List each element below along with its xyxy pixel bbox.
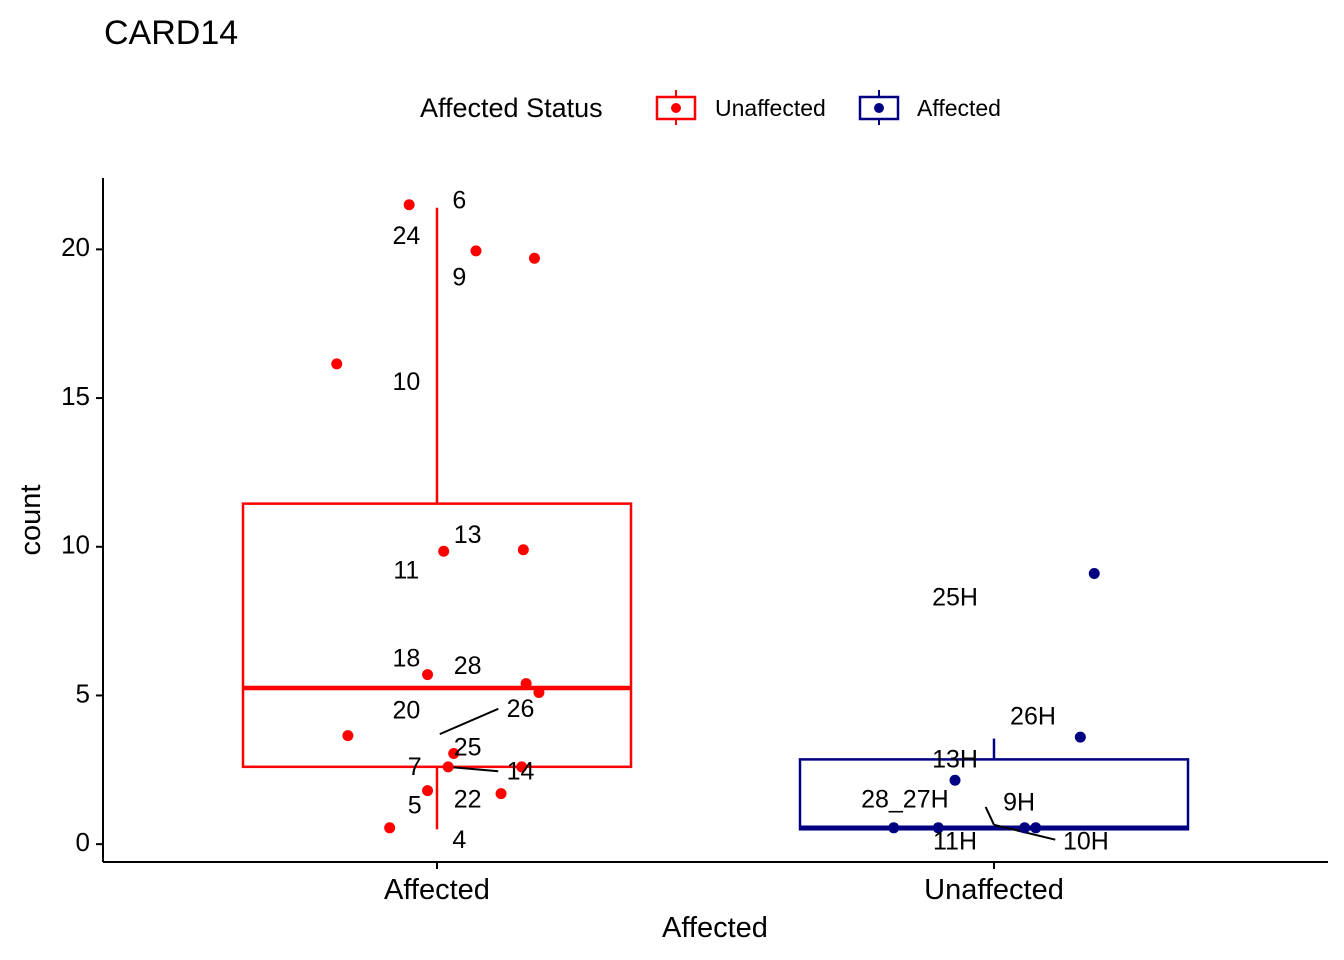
- point-label: 25: [454, 734, 482, 762]
- point-label: 18: [392, 644, 420, 672]
- y-tick-label: 5: [76, 678, 90, 708]
- data-point: [1030, 822, 1042, 834]
- point-label: 26: [507, 695, 535, 723]
- point-label: 11H: [933, 827, 977, 855]
- y-tick-label: 10: [61, 530, 90, 560]
- data-point: [384, 822, 396, 834]
- y-tick-label: 20: [61, 232, 90, 262]
- data-point: [533, 686, 545, 698]
- y-axis-title: count: [15, 485, 47, 556]
- box-iqr: [241, 502, 633, 769]
- legend-key-point: [874, 103, 884, 113]
- data-point: [470, 245, 482, 257]
- legend-key-unaffected: [655, 90, 697, 125]
- data-point: [495, 788, 507, 800]
- data-point: [932, 822, 944, 834]
- label-leader-line: [448, 765, 499, 773]
- point-label: 10H: [1063, 827, 1109, 855]
- y-axis-ticks: 0 5 10 15 20: [61, 232, 103, 857]
- point-label: 13H: [932, 745, 978, 773]
- x-axis-title: Affected: [662, 912, 768, 944]
- data-point: [422, 785, 434, 797]
- point-label: 13: [454, 521, 482, 549]
- data-point: [422, 669, 434, 681]
- point-label: 14: [507, 757, 535, 785]
- label-leader-line: [984, 806, 995, 826]
- data-point: [528, 252, 540, 264]
- box-unaffected: [798, 738, 1190, 831]
- point-label: 28_27H: [861, 786, 949, 814]
- data-point: [1074, 731, 1086, 743]
- point-label: 9: [452, 264, 466, 292]
- data-point: [517, 544, 529, 556]
- point-label: 10: [392, 368, 420, 396]
- data-point: [1019, 822, 1031, 834]
- point-label: 7: [408, 753, 422, 781]
- point-label: 4: [452, 826, 466, 854]
- y-tick-label: 0: [76, 827, 90, 857]
- legend-key-affected: [858, 90, 900, 125]
- point-label: 25H: [932, 583, 978, 611]
- legend: Affected Status Unaffected Affected: [420, 90, 1001, 125]
- data-point: [888, 822, 900, 834]
- data-point: [1088, 568, 1100, 580]
- legend-label-affected: Affected: [917, 95, 1001, 121]
- point-label: 9H: [1003, 789, 1035, 817]
- point-label: 5: [408, 792, 422, 820]
- legend-title: Affected Status: [420, 93, 603, 123]
- legend-key-point: [671, 103, 681, 113]
- plot-area: 6 24 9 10 13 11 18 28 20 26 25 7 14 5 22 4 25H 26H 13H 28_2…: [241, 186, 1190, 855]
- box-iqr: [798, 758, 1190, 831]
- chart-title: CARD14: [104, 14, 238, 52]
- point-label: 22: [454, 786, 482, 814]
- box-affected: [241, 207, 633, 830]
- x-axis-ticks: Affected Unaffected: [384, 862, 1064, 906]
- x-tick-label: Unaffected: [924, 874, 1064, 906]
- data-point: [520, 678, 532, 690]
- data-point: [516, 761, 528, 773]
- data-point: [949, 774, 961, 786]
- point-label: 26H: [1010, 702, 1056, 730]
- data-point: [448, 747, 460, 759]
- label-leader-line: [439, 707, 499, 736]
- x-tick-label: Affected: [384, 874, 490, 906]
- point-label: 24: [392, 222, 420, 250]
- y-tick-label: 15: [61, 381, 90, 411]
- point-label: 6: [452, 186, 466, 214]
- point-label: 11: [393, 557, 419, 585]
- point-label: 20: [392, 696, 420, 724]
- data-point: [331, 358, 343, 370]
- point-label: 28: [454, 652, 482, 680]
- data-point: [442, 761, 454, 773]
- data-point: [403, 199, 415, 211]
- data-point: [342, 730, 354, 742]
- legend-label-unaffected: Unaffected: [715, 95, 826, 121]
- data-point: [438, 545, 450, 557]
